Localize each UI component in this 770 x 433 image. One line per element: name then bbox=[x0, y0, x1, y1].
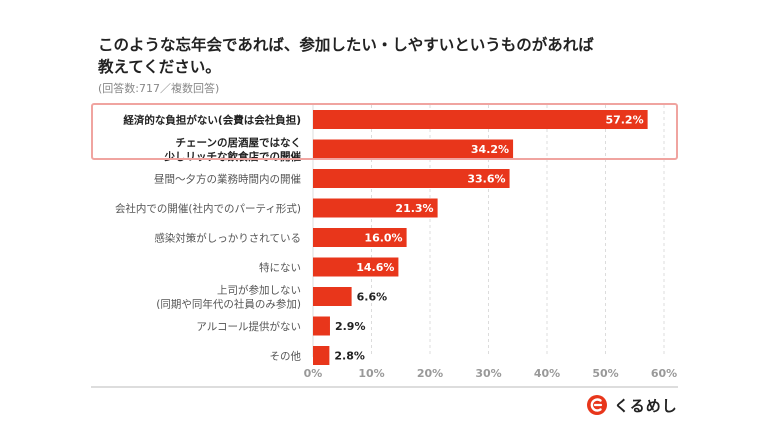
highlight-box bbox=[91, 103, 678, 160]
bar bbox=[313, 169, 510, 188]
category-label: 特にない bbox=[259, 262, 301, 274]
bar-value-label: 57.2% bbox=[605, 114, 643, 127]
bar-value-label: 21.3% bbox=[395, 202, 433, 215]
category-label: 上司が参加しない bbox=[217, 284, 301, 297]
x-tick-label: 20% bbox=[417, 367, 443, 380]
category-label: チェーンの居酒屋ではなく bbox=[176, 136, 301, 149]
category-label: 経済的な負担がない(会費は会社負担) bbox=[123, 114, 301, 127]
bar bbox=[313, 287, 352, 306]
category-label: 感染対策がしっかりされている bbox=[154, 232, 301, 245]
category-label: 会社内での開催(社内でのパーティ形式) bbox=[115, 202, 301, 215]
x-tick-label: 50% bbox=[592, 367, 618, 380]
category-label: (同期や同年代の社員のみ参加) bbox=[156, 298, 301, 311]
x-tick-label: 30% bbox=[475, 367, 501, 380]
bar bbox=[313, 257, 399, 277]
bar bbox=[313, 346, 330, 365]
brand-name: くるめし bbox=[614, 396, 678, 415]
category-label: その他 bbox=[270, 350, 302, 363]
bar bbox=[313, 198, 438, 218]
bar bbox=[313, 316, 330, 336]
bar-value-label: 14.6% bbox=[356, 261, 394, 274]
chart-title: このような忘年会であれば、参加したい・しやすいというものがあれば 教えてください… bbox=[98, 34, 698, 78]
bar-value-label: 34.2% bbox=[471, 143, 509, 156]
bar-value-label: 2.8% bbox=[334, 350, 365, 363]
brand-logo-icon bbox=[587, 395, 607, 415]
bar bbox=[313, 139, 514, 159]
brand-logo: くるめし bbox=[586, 394, 678, 416]
x-tick-label: 60% bbox=[651, 367, 677, 380]
bar-value-label: 33.6% bbox=[467, 173, 505, 186]
bar bbox=[313, 110, 648, 129]
category-label: アルコール提供がない bbox=[196, 320, 301, 333]
bar bbox=[313, 228, 407, 247]
bar-value-label: 2.9% bbox=[335, 320, 366, 333]
x-tick-label: 10% bbox=[358, 367, 384, 380]
category-label: 昼間〜夕方の業務時間内の開催 bbox=[154, 173, 301, 186]
chart-subtitle: (回答数:717／複数回答) bbox=[98, 82, 220, 95]
x-tick-label: 40% bbox=[534, 367, 560, 380]
bar-value-label: 16.0% bbox=[364, 232, 402, 245]
bar-value-label: 6.6% bbox=[357, 291, 388, 304]
x-tick-label: 0% bbox=[304, 367, 323, 380]
chart-title-line2: 教えてください。 bbox=[98, 58, 221, 76]
chart-title-line1: このような忘年会であれば、参加したい・しやすいというものがあれば bbox=[98, 36, 594, 54]
